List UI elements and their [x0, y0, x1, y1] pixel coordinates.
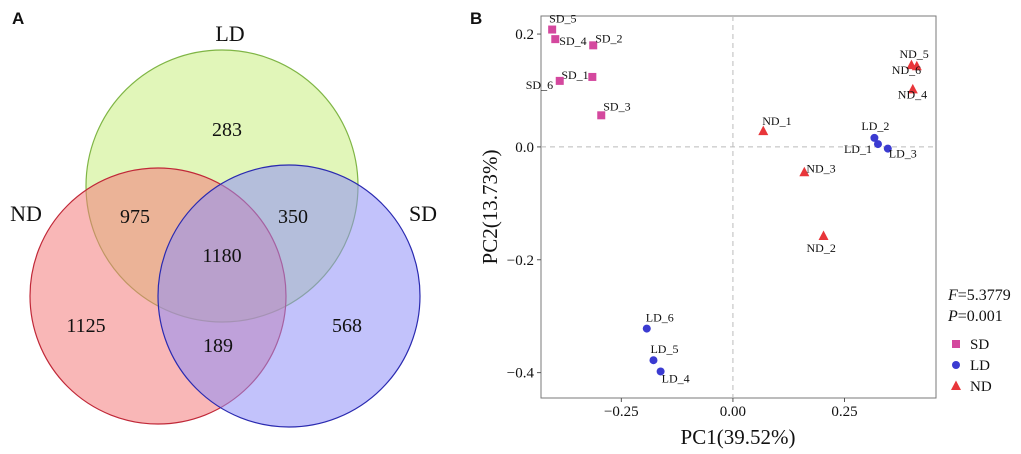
x-tick-label: −0.25	[604, 404, 639, 420]
stat-f-value: =5.3779	[958, 287, 1011, 304]
y-tick-label: 0.2	[515, 27, 534, 43]
point-ld-4	[656, 367, 665, 376]
venn-count-ld-nd: 975	[120, 206, 150, 228]
point-label: LD_4	[662, 371, 690, 385]
legend-marker-ld	[952, 361, 960, 369]
point-label: SD_2	[595, 31, 622, 45]
point-label: LD_6	[646, 311, 674, 325]
point-sd-5	[548, 25, 557, 34]
point-sd-3	[597, 111, 606, 120]
legend-label-ld: LD	[970, 358, 990, 374]
x-tick-label: 0.25	[831, 404, 857, 420]
y-tick-label: −0.2	[507, 253, 534, 269]
point-label: LD_3	[889, 147, 917, 161]
point-sd-1	[588, 72, 597, 81]
point-ld-3	[883, 144, 892, 153]
point-nd-1	[758, 125, 769, 136]
venn-count-ld-sd: 350	[278, 206, 308, 228]
venn-label-sd: SD	[409, 201, 437, 226]
scatter-points: SD_5 SD_4 SD_2 SD_1 SD_6 SD_3 LD_2 LD_1 LD_3 LD_6…	[526, 12, 929, 386]
stat-p: P=0.001	[947, 308, 1003, 325]
point-label: SD_5	[549, 12, 576, 26]
venn-count-nd-only: 1125	[66, 315, 105, 337]
point-label: ND_5	[899, 47, 928, 61]
venn-circle-sd	[157, 164, 421, 428]
point-label: SD_6	[526, 78, 553, 92]
x-tick-label: 0.00	[720, 404, 746, 420]
point-ld-5	[649, 356, 658, 365]
legend-marker-sd	[952, 340, 960, 348]
point-nd-3	[799, 166, 810, 177]
stat-f: F=5.3779	[947, 287, 1011, 304]
legend-marker-nd	[951, 380, 961, 390]
panel-b-letter: B	[470, 9, 482, 28]
legend-label-nd: ND	[970, 379, 992, 395]
legend: SD LD ND	[951, 337, 992, 395]
point-sd-4	[551, 35, 560, 44]
point-sd-2	[589, 41, 598, 50]
point-label: ND_4	[898, 87, 927, 101]
point-label: LD_2	[861, 119, 889, 133]
legend-label-sd: SD	[970, 337, 989, 353]
venn-count-ld-only: 283	[212, 119, 242, 141]
stat-f-symbol: F	[947, 287, 958, 304]
point-label: SD_4	[559, 34, 586, 48]
plot-frame	[540, 15, 937, 399]
venn-count-all: 1180	[202, 245, 241, 267]
point-nd-4	[907, 83, 918, 94]
y-tick-label: 0.0	[515, 140, 534, 156]
panel-a-letter: A	[12, 9, 24, 28]
stat-p-symbol: P	[947, 308, 958, 325]
point-label: LD_1	[844, 142, 872, 156]
point-label: ND_3	[806, 161, 835, 175]
point-ld-6	[642, 324, 651, 333]
x-axis-title: PC1(39.52%)	[681, 425, 796, 449]
point-ld-1	[873, 140, 882, 149]
point-label: ND_2	[807, 241, 836, 255]
point-label: SD_3	[603, 99, 630, 113]
point-ld-2	[870, 133, 879, 142]
axis-ticks: −0.25 0.00 0.25 −0.4 −0.2 0.0 0.2	[507, 27, 858, 420]
point-label: ND_6	[892, 63, 921, 77]
point-label: ND_1	[762, 114, 791, 128]
panel-a: A LD ND SD 283 975 350 1180 1125 568 189	[10, 9, 437, 428]
y-axis-title: PC2(13.73%)	[478, 150, 502, 265]
point-label: SD_1	[561, 68, 588, 82]
venn-count-nd-sd: 189	[203, 335, 233, 357]
point-label: LD_5	[650, 342, 678, 356]
stat-p-value: =0.001	[958, 308, 1003, 325]
point-sd-6	[555, 76, 564, 85]
panel-b: B −0.25 0.00 0.25−0.4−0.20.00.2 SD_5SD_4 SD…	[470, 9, 1011, 449]
point-nd-6	[911, 60, 922, 71]
venn-count-sd-only: 568	[332, 315, 362, 337]
venn-label-ld: LD	[215, 21, 244, 46]
y-tick-label: −0.4	[507, 366, 535, 382]
venn-label-nd: ND	[10, 201, 42, 226]
point-nd-2	[818, 230, 829, 241]
